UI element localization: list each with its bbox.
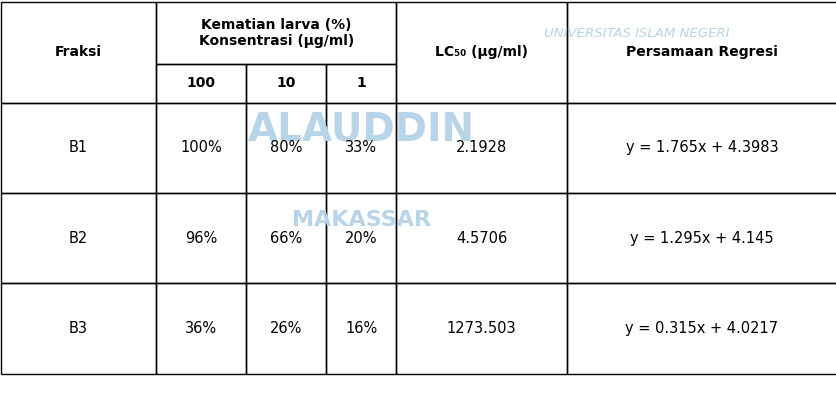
- Text: 16%: 16%: [345, 321, 378, 336]
- Text: y = 1.295x + 4.145: y = 1.295x + 4.145: [630, 231, 773, 246]
- Text: 1273.503: 1273.503: [446, 321, 517, 336]
- Bar: [156, 102, 247, 193]
- Text: Kematian larva (%)
Konsentrasi (μg/ml): Kematian larva (%) Konsentrasi (μg/ml): [199, 18, 354, 48]
- Text: 2.1928: 2.1928: [456, 140, 507, 155]
- Bar: [396, 284, 567, 374]
- Bar: [1, 102, 156, 193]
- Bar: [567, 102, 836, 193]
- Bar: [567, 2, 836, 102]
- Bar: [396, 2, 567, 102]
- Bar: [1, 193, 156, 284]
- Bar: [326, 102, 396, 193]
- Bar: [156, 64, 247, 102]
- Bar: [247, 193, 326, 284]
- Text: LC₅₀ (μg/ml): LC₅₀ (μg/ml): [435, 45, 528, 59]
- Bar: [156, 2, 396, 64]
- Bar: [156, 284, 247, 374]
- Text: 100: 100: [186, 76, 216, 90]
- Bar: [567, 284, 836, 374]
- Bar: [326, 284, 396, 374]
- Text: 66%: 66%: [270, 231, 303, 246]
- Bar: [567, 193, 836, 284]
- Text: 1: 1: [357, 76, 366, 90]
- Text: 26%: 26%: [270, 321, 303, 336]
- Text: 36%: 36%: [186, 321, 217, 336]
- Text: 80%: 80%: [270, 140, 303, 155]
- Text: 20%: 20%: [345, 231, 378, 246]
- Bar: [156, 193, 247, 284]
- Text: y = 1.765x + 4.3983: y = 1.765x + 4.3983: [625, 140, 778, 155]
- Bar: [247, 102, 326, 193]
- Bar: [1, 284, 156, 374]
- Text: 10: 10: [277, 76, 296, 90]
- Bar: [1, 2, 156, 102]
- Bar: [396, 102, 567, 193]
- Text: B3: B3: [69, 321, 88, 336]
- Bar: [396, 193, 567, 284]
- Text: 4.5706: 4.5706: [456, 231, 507, 246]
- Text: 100%: 100%: [181, 140, 222, 155]
- Text: B1: B1: [69, 140, 88, 155]
- Text: Fraksi: Fraksi: [55, 45, 102, 59]
- Text: MAKASSAR: MAKASSAR: [292, 210, 431, 230]
- Text: ALAUDDIN: ALAUDDIN: [247, 111, 475, 149]
- Bar: [326, 64, 396, 102]
- Bar: [247, 64, 326, 102]
- Text: Persamaan Regresi: Persamaan Regresi: [626, 45, 777, 59]
- Text: 96%: 96%: [185, 231, 217, 246]
- Text: y = 0.315x + 4.0217: y = 0.315x + 4.0217: [625, 321, 778, 336]
- Bar: [247, 284, 326, 374]
- Bar: [326, 193, 396, 284]
- Text: B2: B2: [69, 231, 89, 246]
- Text: UNIVERSITAS ISLAM NEGERI: UNIVERSITAS ISLAM NEGERI: [544, 27, 730, 40]
- Text: 33%: 33%: [345, 140, 377, 155]
